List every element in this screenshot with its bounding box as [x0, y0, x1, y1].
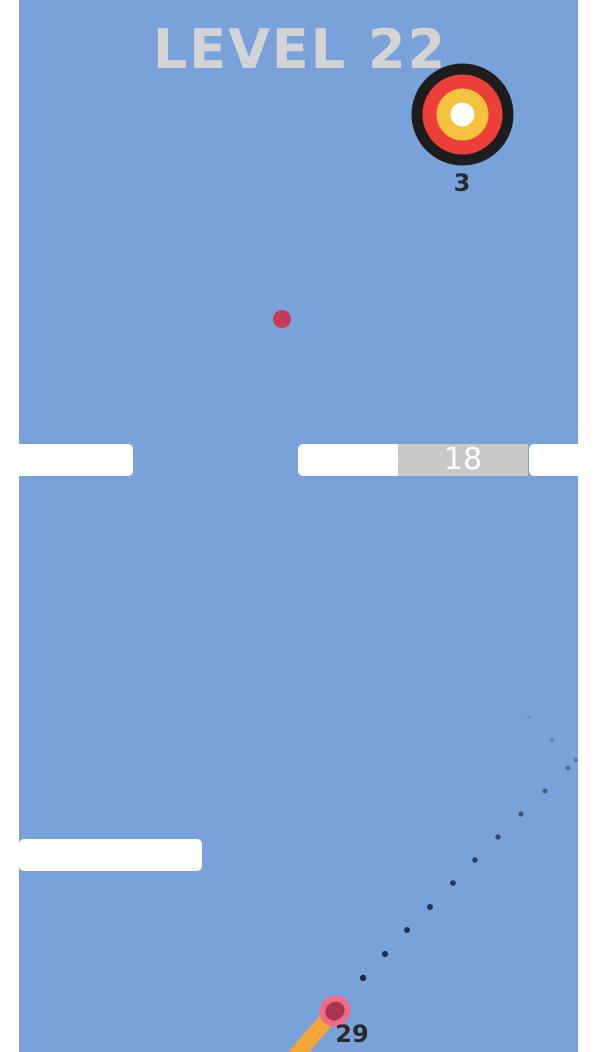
- wall-block-middle: [298, 444, 398, 476]
- balls-remaining-counter: 29: [335, 1020, 369, 1048]
- wall-block-right: [529, 444, 600, 476]
- wall-block-left: [0, 444, 133, 476]
- breakable-block: 18: [398, 444, 528, 476]
- wall-block-lower-left: [19, 839, 202, 871]
- target-shots-counter: 3: [453, 169, 471, 197]
- playfield[interactable]: [19, 0, 578, 1052]
- level-title: LEVEL 22: [152, 18, 448, 81]
- bullseye-icon: [411, 63, 514, 166]
- ball: [273, 310, 291, 328]
- bullseye-target: [411, 63, 514, 166]
